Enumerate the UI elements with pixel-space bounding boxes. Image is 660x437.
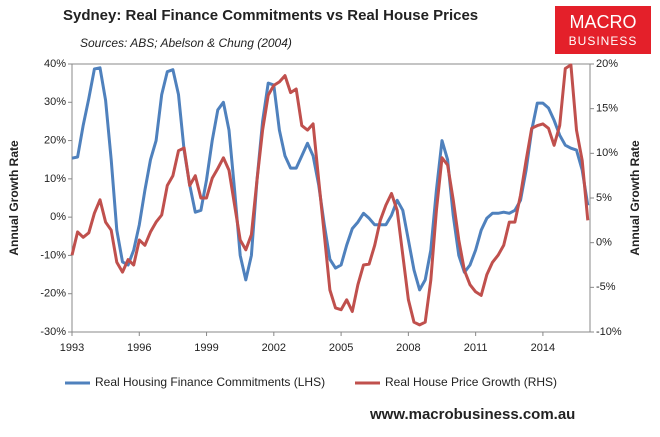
y2-tick-label: -5% [596,281,616,293]
chart-title: Sydney: Real Finance Commitments vs Real… [63,7,478,24]
y2-tick-label: 5% [596,192,612,204]
y2-axis-label: Annual Growth Rate [628,140,642,256]
y2-tick-label: 0% [596,237,612,249]
x-tick-label: 1996 [127,342,151,354]
logo-text: MACRO [570,12,637,32]
logo [555,6,651,54]
y-tick-label: -10% [40,249,66,261]
y2-tick-label: -10% [596,326,622,338]
y-tick-label: 10% [44,173,66,185]
y2-tick-label: 20% [596,58,618,70]
y-tick-label: 20% [44,134,66,146]
series-line [71,66,590,292]
y-tick-label: -30% [40,326,66,338]
series-line [70,63,590,327]
x-tick-label: 1999 [194,342,218,354]
y-tick-label: 40% [44,58,66,70]
x-tick-label: 2014 [531,342,555,354]
logo-text: BUSINESS [569,34,638,48]
x-tick-label: 2008 [396,342,420,354]
y-axis-label: Annual Growth Rate [7,140,21,256]
website: www.macrobusiness.com.au [369,406,575,423]
legend-label: Real Housing Finance Commitments (LHS) [95,375,325,389]
y-tick-label: 30% [44,96,66,108]
x-tick-label: 2002 [262,342,286,354]
x-tick-label: 1993 [60,342,84,354]
x-tick-label: 2011 [464,342,488,354]
y2-tick-label: 15% [596,103,618,115]
legend-label: Real House Price Growth (RHS) [385,375,557,389]
y2-tick-label: 10% [596,147,618,159]
chart-subtitle: Sources: ABS; Abelson & Chung (2004) [80,36,292,50]
y-tick-label: 0% [50,211,66,223]
y-tick-label: -20% [40,288,66,300]
x-tick-label: 2005 [329,342,353,354]
